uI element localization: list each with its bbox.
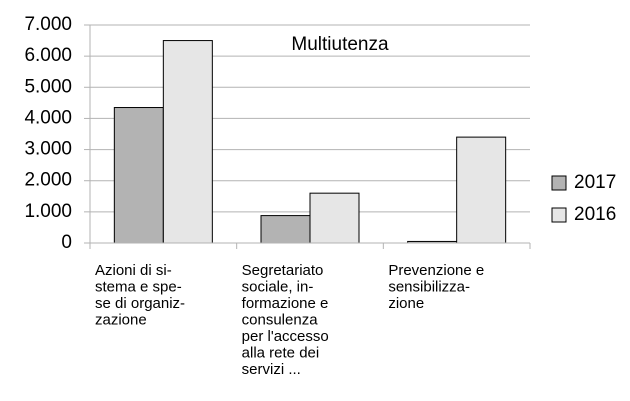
x-tick-label: servizi ... — [242, 361, 301, 378]
x-tick-label: Segretariato — [242, 262, 324, 279]
x-tick-label: sensibilizza- — [388, 278, 470, 295]
x-tick-label: sociale, in- — [242, 278, 314, 295]
y-tick-label: 5.000 — [24, 76, 72, 97]
bar — [260, 215, 311, 244]
y-tick-label: 4.000 — [24, 107, 72, 128]
x-tick-label: consulenza — [242, 311, 319, 328]
legend-label: 2016 — [574, 204, 616, 225]
bar — [162, 40, 213, 244]
y-tick-label: 6.000 — [24, 45, 72, 66]
legend-swatch — [551, 175, 567, 191]
x-tick-label: zazione — [95, 311, 147, 328]
x-tick-label: zione — [388, 295, 424, 312]
x-tick-label: per l'accesso — [242, 328, 329, 345]
x-tick-label: stema e spe- — [95, 278, 182, 295]
x-tick-label: Azioni di si- — [95, 262, 172, 279]
legend-label: 2017 — [574, 172, 616, 193]
y-tick-label: 0 — [61, 232, 72, 253]
x-tick-label: Prevenzione e — [388, 262, 484, 279]
bar — [456, 136, 507, 244]
y-tick-label: 1.000 — [24, 201, 72, 222]
legend-swatch — [551, 207, 567, 223]
y-tick-label: 3.000 — [24, 139, 72, 160]
y-tick-label: 2.000 — [24, 170, 72, 191]
y-tick-label: 7.000 — [24, 14, 72, 35]
x-tick-label: alla rete dei — [242, 344, 320, 361]
bar — [113, 107, 164, 244]
bar — [309, 192, 360, 244]
chart-title: Multiutenza — [291, 34, 389, 55]
x-tick-label: se di organiz- — [95, 295, 185, 312]
x-tick-label: formazione e — [242, 295, 329, 312]
